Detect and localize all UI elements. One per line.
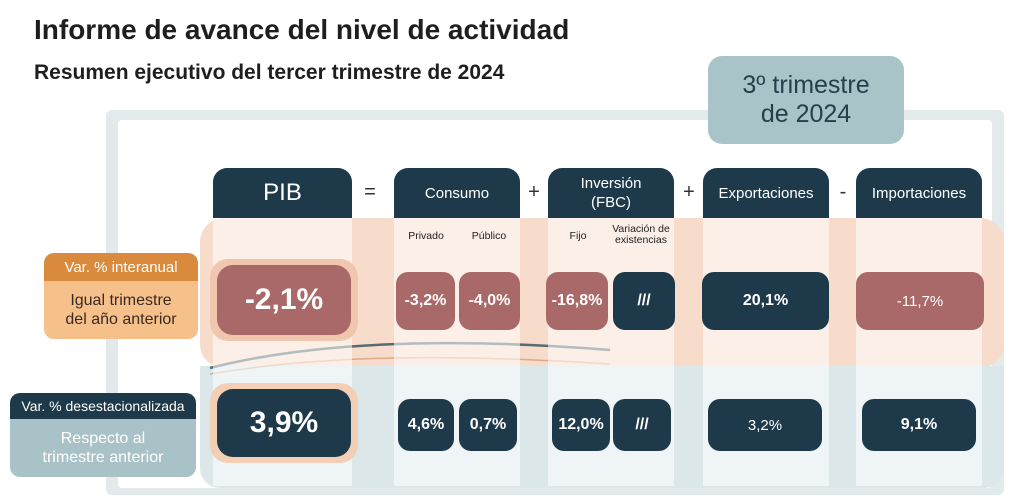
report-title: Informe de avance del nivel de actividad (34, 14, 570, 45)
inversion-fijo-desest: 12,0% (552, 399, 610, 451)
exportaciones-header-label: Exportaciones (718, 184, 814, 202)
exportaciones-interanual: 20,1% (702, 272, 829, 330)
sub-fijo: Fijo (569, 230, 587, 242)
inversion-header-sublabel: (FBC) (591, 194, 631, 211)
plus-operator-2: + (683, 181, 695, 203)
consumo-publico-desest: 0,7% (459, 399, 517, 451)
consumo-privado-desest: 4,6% (398, 399, 454, 451)
pib-desest-value: 3,9% (217, 389, 351, 457)
importaciones-header-label: Importaciones (871, 184, 967, 202)
inversion-header-label: Inversión (580, 175, 642, 192)
sub-privado: Privado (408, 230, 444, 242)
consumo-header: Consumo (394, 168, 520, 218)
interanual-description: Igual trimestre del año anterior (44, 281, 198, 339)
consumo-publico-interanual: -4,0% (459, 272, 520, 330)
consumo-privado-interanual: -3,2% (396, 272, 455, 330)
importaciones-header: Importaciones (856, 168, 982, 218)
exportaciones-desest: 3,2% (708, 399, 822, 451)
minus-operator: - (839, 181, 847, 203)
pib-interanual-value: -2,1% (217, 265, 351, 335)
plus-operator-1: + (528, 181, 540, 203)
sub-variacion-existencias: Variación de existencias (612, 223, 670, 246)
desestacionalizada-description: Respecto al trimestre anterior (10, 419, 196, 477)
inversion-fijo-interanual: -16,8% (546, 272, 608, 330)
pib-header-label: PIB (263, 179, 302, 206)
sub-publico: Público (471, 230, 507, 242)
desestacionalizada-tag: Var. % desestacionalizada (10, 393, 196, 419)
inversion-variacion-interanual: /// (613, 272, 675, 330)
pib-header: PIB (213, 168, 352, 218)
equals-operator: = (364, 181, 376, 203)
interanual-tag: Var. % interanual (44, 253, 198, 281)
importaciones-interanual: -11,7% (856, 272, 984, 330)
inversion-variacion-desest: /// (613, 399, 671, 451)
period-badge: 3º trimestre de 2024 (708, 56, 904, 144)
exportaciones-header: Exportaciones (703, 168, 829, 218)
report-subtitle: Resumen ejecutivo del tercer trimestre d… (34, 61, 505, 84)
period-badge-text: 3º trimestre de 2024 (742, 71, 870, 128)
inversion-header: Inversión (FBC) (548, 168, 674, 218)
importaciones-desest: 9,1% (862, 399, 976, 451)
consumo-header-label: Consumo (424, 184, 490, 202)
